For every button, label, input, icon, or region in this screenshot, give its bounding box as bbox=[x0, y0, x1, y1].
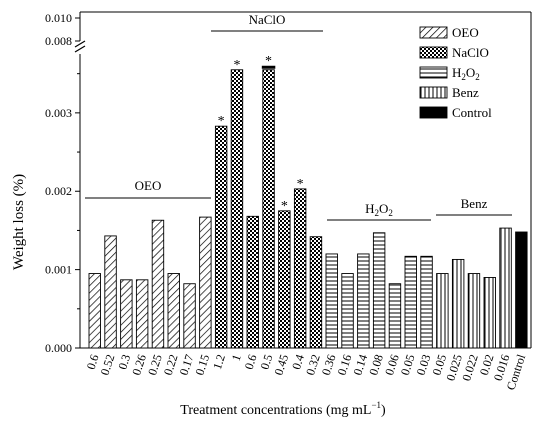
legend-swatch-crosshatch bbox=[419, 46, 448, 59]
significance-star: * bbox=[281, 199, 288, 214]
group-label-naclo: NaClO bbox=[249, 12, 286, 27]
x-tick-label: 0.06 bbox=[382, 353, 402, 377]
bar-oeo-0.52 bbox=[104, 235, 117, 349]
legend-label: H2O2 bbox=[452, 65, 480, 82]
legend-label: Control bbox=[452, 105, 492, 120]
bar-h2o2-0.36 bbox=[325, 253, 338, 349]
x-tick-label: 0.26 bbox=[129, 353, 149, 377]
legend-swatch-horizontal bbox=[419, 66, 448, 79]
group-label-h2o2: H2O2 bbox=[365, 201, 393, 218]
x-tick-label: 0.6 bbox=[242, 353, 260, 372]
x-tick-label: 0.3 bbox=[115, 353, 133, 372]
y-tick-label: 0.003 bbox=[45, 106, 72, 120]
bar-h2o2-0.14 bbox=[357, 253, 370, 349]
bar-naclo-0.32 bbox=[309, 236, 323, 349]
legend-label: NaClO bbox=[452, 45, 489, 60]
bar-benz-0.05 bbox=[436, 273, 449, 349]
x-tick-label: 0.32 bbox=[303, 353, 323, 377]
y-tick-label: 0.002 bbox=[45, 184, 72, 198]
significance-star: * bbox=[297, 177, 304, 192]
legend-swatch-vertical bbox=[419, 86, 448, 99]
bar-naclo-0.4 bbox=[293, 188, 307, 349]
x-tick-label: 0.02 bbox=[477, 353, 497, 377]
y-tick-label-upper: 0.008 bbox=[45, 34, 72, 48]
x-tick-label: 0.52 bbox=[98, 353, 118, 377]
legend-label: Benz bbox=[452, 85, 479, 100]
bar-oeo-0.22 bbox=[167, 273, 180, 349]
x-tick-label: 0.05 bbox=[398, 353, 418, 377]
bar-break-mark bbox=[261, 65, 276, 69]
bar-oeo-0.26 bbox=[135, 279, 149, 349]
x-axis-title: Treatment concentrations (mg mL−1) bbox=[180, 400, 386, 418]
x-tick-label: 1.2 bbox=[210, 353, 228, 372]
axis-break-mark bbox=[74, 45, 86, 53]
x-tick-label: 0.16 bbox=[335, 353, 355, 377]
x-tick-label: 0.05 bbox=[429, 353, 449, 377]
x-tick-label: 0.22 bbox=[161, 353, 181, 377]
y-axis-title: Weight loss (%) bbox=[11, 174, 27, 270]
x-tick-label: 0.36 bbox=[319, 353, 339, 377]
bar-oeo-0.3 bbox=[120, 279, 133, 349]
legend-label: OEO bbox=[452, 25, 479, 40]
legend-swatch-diagonal bbox=[419, 26, 448, 39]
bar-oeo-0.25 bbox=[151, 219, 165, 349]
x-tick-label: 0.5 bbox=[257, 353, 275, 372]
bar-oeo-0.17 bbox=[183, 283, 196, 349]
axes: 0.0000.0010.0020.0030.0080.0100.60.520.3… bbox=[45, 11, 532, 392]
x-tick-label: 0.25 bbox=[145, 353, 165, 377]
bar-oeo-0.15 bbox=[199, 216, 212, 349]
x-tick-label: 0.6 bbox=[84, 353, 102, 372]
group-label-benz: Benz bbox=[461, 196, 488, 211]
annotations: * * * * * OEO NaClO H2O2 Benz bbox=[85, 12, 512, 221]
y-tick-label-upper: 0.010 bbox=[45, 11, 72, 25]
bar-h2o2-0.16 bbox=[341, 273, 354, 349]
x-tick-label: 0.4 bbox=[289, 353, 307, 372]
significance-star: * bbox=[265, 54, 272, 69]
bars bbox=[88, 69, 528, 349]
bar-naclo-0.6 bbox=[246, 215, 259, 349]
bar-benz-0.025 bbox=[451, 258, 465, 349]
bar-h2o2-0.08 bbox=[372, 232, 386, 349]
bar-naclo-0.5 bbox=[262, 69, 275, 349]
significance-star: * bbox=[218, 114, 225, 129]
bar-benz-0.02 bbox=[483, 277, 496, 349]
x-tick-label: 1 bbox=[229, 353, 244, 363]
x-tick-label: 0.14 bbox=[350, 353, 370, 377]
bar-benz-0.016 bbox=[499, 227, 512, 349]
bar-h2o2-0.03 bbox=[420, 255, 433, 349]
bar-naclo-0.45 bbox=[278, 210, 291, 349]
legend-swatch-solid bbox=[419, 106, 448, 119]
x-tick-label: 0.15 bbox=[192, 353, 212, 377]
bar-naclo-1.2 bbox=[214, 125, 228, 349]
x-tick-label: 0.08 bbox=[366, 353, 386, 377]
legend: OEO NaClO H2O2 Benz Control bbox=[419, 25, 492, 120]
bar-h2o2-0.06 bbox=[388, 283, 402, 349]
x-tick-label: 0.45 bbox=[271, 353, 291, 377]
x-tick-label: 0.17 bbox=[177, 353, 197, 377]
bar-benz-0.022 bbox=[467, 273, 481, 349]
axis-break-mark bbox=[74, 40, 86, 48]
bar-oeo-0.6 bbox=[88, 273, 101, 349]
bar-naclo-1 bbox=[230, 69, 244, 349]
bar-control-Control bbox=[515, 231, 528, 349]
significance-star: * bbox=[233, 58, 240, 73]
x-tick-label: 0.03 bbox=[414, 353, 434, 377]
y-tick-label: 0.001 bbox=[45, 263, 72, 277]
y-tick-label: 0.000 bbox=[45, 341, 72, 355]
group-label-oeo: OEO bbox=[135, 178, 162, 193]
bar-h2o2-0.05 bbox=[404, 255, 417, 349]
